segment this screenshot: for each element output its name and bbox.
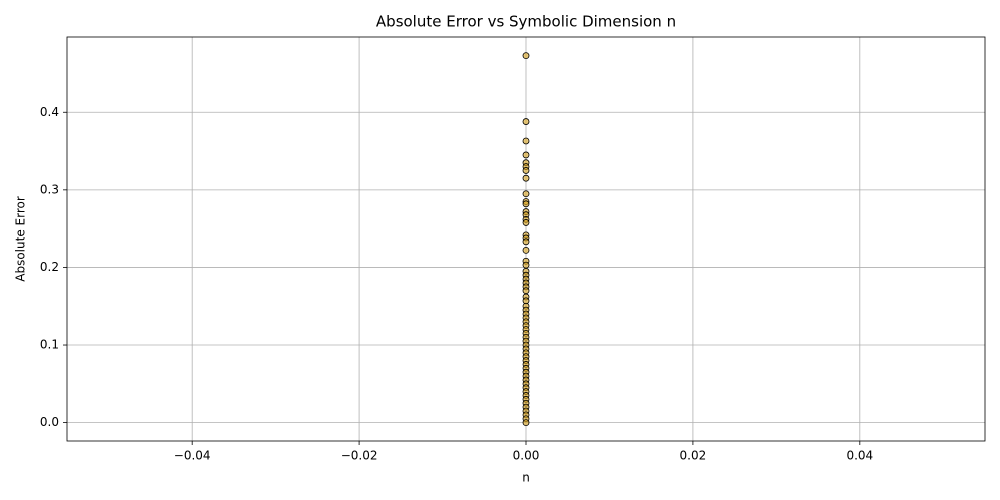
x-tick-label: −0.04 <box>174 449 211 463</box>
point <box>522 151 530 159</box>
point <box>522 118 530 125</box>
point <box>522 219 530 226</box>
x-axis-label: n <box>522 471 530 485</box>
plot-frame <box>66 36 986 442</box>
point <box>522 261 530 269</box>
y-axis-label: Absolute Error <box>14 196 28 282</box>
y-tick-label: 0.0 <box>40 415 59 429</box>
point <box>522 137 530 145</box>
x-tick-label: 0.00 <box>513 449 540 463</box>
x-tick-label: −0.02 <box>341 449 378 463</box>
point <box>522 200 530 208</box>
point <box>522 52 530 60</box>
point <box>522 287 530 295</box>
point <box>522 190 530 198</box>
point <box>522 174 530 182</box>
x-tick-label: 0.02 <box>680 449 707 463</box>
y-tick-label: 0.2 <box>40 260 59 274</box>
point <box>522 419 530 427</box>
y-tick-label: 0.4 <box>40 105 59 119</box>
point <box>522 246 530 254</box>
chart-title: Absolute Error vs Symbolic Dimension n <box>376 13 676 31</box>
y-tick-label: 0.3 <box>40 182 59 196</box>
point <box>522 238 530 246</box>
y-tick-label: 0.1 <box>40 338 59 352</box>
x-tick-label: 0.04 <box>846 449 873 463</box>
point <box>522 167 530 174</box>
